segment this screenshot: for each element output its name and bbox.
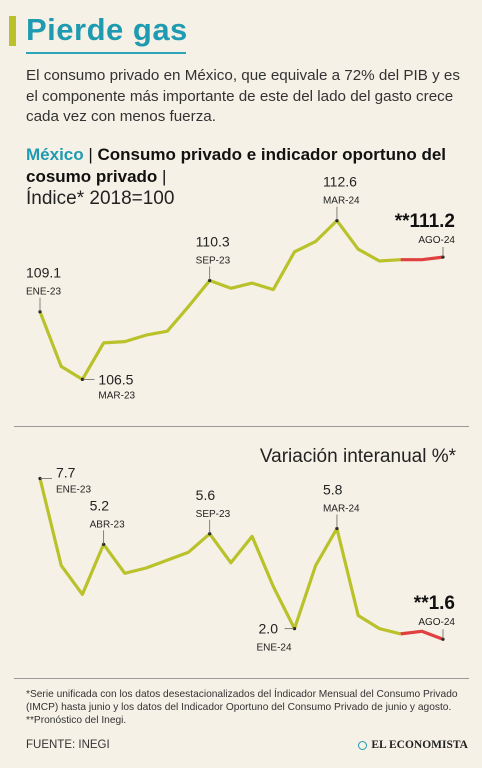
source-label: FUENTE: INEGI xyxy=(26,739,110,751)
page-title: Pierde gas xyxy=(26,12,188,47)
title-underline xyxy=(26,52,186,54)
title-accent-bar xyxy=(9,16,16,46)
index-annotation-ene-23: 109.1 ENE-23 xyxy=(26,265,61,314)
variation-annotation-date: ENE-24 xyxy=(257,643,292,654)
variation-annotation-sep-23: 5.6 SEP-23 xyxy=(196,487,231,536)
brand-mark-icon xyxy=(358,740,368,750)
index-annotation-value: 106.5 xyxy=(98,371,133,387)
variation-annotation-value: 5.6 xyxy=(196,487,216,503)
chart-divider xyxy=(14,426,469,427)
index-annotation-date: ENE-23 xyxy=(26,287,61,298)
chart-title-trailing: | xyxy=(157,167,167,186)
footnote: *Serie unificada con los datos desestaci… xyxy=(26,688,466,727)
index-annotation-mar-24: 112.6 MAR-24 xyxy=(323,174,360,223)
variation-series-line xyxy=(38,478,401,636)
variation-annotation-date: ABR-23 xyxy=(90,519,125,530)
index-annotation-date: AGO-24 xyxy=(418,235,455,246)
variation-annotation-date: ENE-23 xyxy=(56,484,91,495)
chart-title-separator: | xyxy=(83,145,98,164)
brand-logo: EL ECONOMISTA xyxy=(358,739,468,751)
chart-title-country: México xyxy=(26,145,84,164)
chart-title-text: Consumo privado e indicador oportuno del… xyxy=(26,145,447,186)
index-annotation-date: MAR-24 xyxy=(323,196,360,207)
variation-annotation-value: 2.0 xyxy=(259,621,279,637)
variation-line-chart: 7.7 ENE-23 5.2 ABR-23 5.6 SEP-23 2.0 ENE-24 5.8 M… xyxy=(38,464,455,654)
index-annotation-date: MAR-23 xyxy=(98,390,135,401)
variation-chart-title: Variación interanual %* xyxy=(259,446,456,467)
index-line-chart: 109.1 ENE-23 106.5 MAR-23 110.3 SEP-23 112.6 MA… xyxy=(26,174,455,402)
index-annotation-ago-24: **111.2 AGO-24 xyxy=(395,211,455,259)
index-annotation-value: **111.2 xyxy=(395,211,455,232)
variation-annotation-value: 5.8 xyxy=(323,482,343,498)
variation-annotation-ago-24: **1.6 AGO-24 xyxy=(414,593,455,641)
index-series-line xyxy=(38,219,401,381)
variation-annotation-date: AGO-24 xyxy=(418,617,455,628)
variation-annotation-abr-23: 5.2 ABR-23 xyxy=(90,497,125,546)
index-annotation-mar-23: 106.5 MAR-23 xyxy=(80,371,136,401)
variation-annotation-dot xyxy=(335,526,339,531)
variation-forecast-line xyxy=(400,629,444,641)
index-annotation-value: 109.1 xyxy=(26,265,61,281)
footnote-2: **Pronóstico del Inegi. xyxy=(26,715,127,726)
variation-annotation-ene-23: 7.7 ENE-23 xyxy=(38,464,91,495)
footer-divider xyxy=(14,678,469,679)
brand-name: EL ECONOMISTA xyxy=(371,739,468,751)
variation-annotation-ene-24: 2.0 ENE-24 xyxy=(257,621,297,654)
index-chart-ylabel: Índice* 2018=100 xyxy=(26,188,175,209)
variation-annotation-date: MAR-24 xyxy=(323,504,360,515)
footnote-1: *Serie unificada con los datos desestaci… xyxy=(26,689,458,713)
variation-annotation-mar-24: 5.8 MAR-24 xyxy=(323,482,360,531)
page-subtitle: El consumo privado en México, que equiva… xyxy=(26,67,460,125)
index-forecast-line xyxy=(400,255,444,262)
variation-annotation-value: 5.2 xyxy=(90,497,110,513)
index-annotation-sep-23: 110.3 SEP-23 xyxy=(196,233,231,283)
index-annotation-value: 112.6 xyxy=(323,174,357,190)
variation-annotation-value: 7.7 xyxy=(56,464,76,480)
index-annotation-value: 110.3 xyxy=(196,233,230,249)
variation-annotation-value: **1.6 xyxy=(414,593,455,614)
variation-annotation-date: SEP-23 xyxy=(196,509,231,520)
chart-title: México | Consumo privado e indicador opo… xyxy=(26,144,466,188)
index-annotation-date: SEP-23 xyxy=(196,255,231,266)
